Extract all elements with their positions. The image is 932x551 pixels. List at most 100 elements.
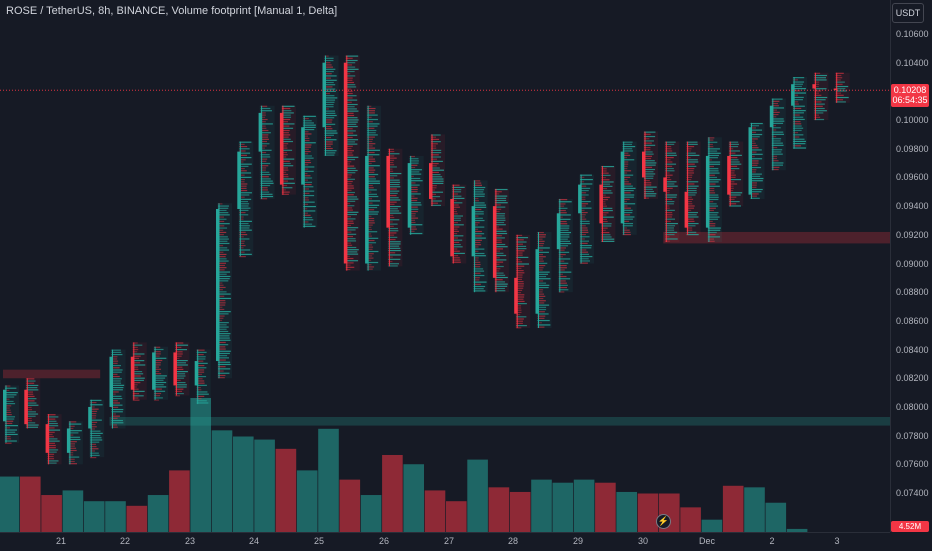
footprint-row bbox=[388, 214, 394, 216]
footprint-row bbox=[68, 463, 77, 465]
footprint-row bbox=[345, 200, 356, 202]
footprint-row bbox=[580, 236, 590, 238]
footprint-row bbox=[260, 121, 266, 123]
footprint-row bbox=[68, 445, 75, 447]
footprint-row bbox=[516, 234, 523, 237]
footprint-row bbox=[516, 285, 524, 287]
footprint-row bbox=[132, 359, 145, 362]
footprint-row bbox=[729, 192, 743, 194]
footprint-row bbox=[729, 196, 737, 198]
footprint-row bbox=[644, 164, 656, 166]
footprint-row bbox=[324, 139, 337, 141]
footprint-row bbox=[367, 193, 377, 195]
footprint-row bbox=[47, 444, 56, 447]
footprint-row bbox=[537, 284, 550, 286]
footprint-row bbox=[452, 204, 459, 206]
footprint-row bbox=[196, 364, 205, 367]
chart-area[interactable] bbox=[0, 0, 890, 532]
footprint-row bbox=[707, 198, 719, 201]
candle-body bbox=[88, 406, 92, 429]
footprint-row bbox=[537, 300, 546, 302]
footprint-row bbox=[707, 172, 720, 174]
footprint-row bbox=[622, 156, 628, 159]
footprint-row bbox=[431, 163, 439, 165]
candle-body bbox=[386, 155, 390, 228]
footprint-row bbox=[303, 179, 308, 181]
footprint-row bbox=[111, 389, 123, 391]
footprint-row bbox=[665, 227, 675, 229]
footprint-row bbox=[281, 171, 287, 173]
footprint-row bbox=[367, 202, 373, 204]
footprint-row bbox=[345, 163, 350, 165]
footprint-row bbox=[793, 136, 800, 138]
volume-badge: 4.52M bbox=[891, 521, 929, 532]
footprint-row bbox=[5, 389, 10, 392]
footprint-row bbox=[281, 136, 289, 138]
footprint-row bbox=[345, 73, 351, 75]
footprint-row bbox=[707, 229, 721, 231]
footprint-row bbox=[686, 178, 692, 181]
volume-bar bbox=[595, 482, 616, 532]
footprint-row bbox=[771, 144, 784, 146]
footprint-row bbox=[175, 368, 184, 370]
footprint-row bbox=[644, 140, 654, 142]
footprint-row bbox=[580, 244, 592, 247]
volume-bar bbox=[20, 476, 41, 532]
footprint-row bbox=[47, 455, 54, 458]
footprint-row bbox=[345, 253, 359, 255]
footprint-row bbox=[537, 234, 546, 236]
footprint-row bbox=[345, 103, 358, 106]
footprint-row bbox=[558, 278, 571, 280]
footprint-row bbox=[175, 366, 183, 368]
footprint-row bbox=[494, 246, 508, 248]
footprint-row bbox=[473, 263, 481, 266]
footprint-row bbox=[260, 125, 266, 127]
footprint-row bbox=[793, 112, 804, 114]
footprint-row bbox=[686, 148, 692, 150]
footprint-row bbox=[367, 264, 372, 266]
footprint-row bbox=[601, 234, 611, 236]
footprint-row bbox=[324, 59, 334, 62]
footprint-row bbox=[409, 224, 423, 226]
footprint-row bbox=[494, 250, 501, 252]
footprint-row bbox=[367, 165, 380, 167]
footprint-row bbox=[516, 289, 523, 292]
footprint-row bbox=[793, 123, 802, 125]
footprint-row bbox=[835, 85, 849, 88]
footprint-row bbox=[622, 200, 627, 203]
footprint-row bbox=[431, 202, 438, 204]
footprint-row bbox=[367, 145, 373, 147]
footprint-row bbox=[303, 194, 315, 197]
footprint-row bbox=[239, 148, 250, 150]
time-tick-label: 26 bbox=[378, 536, 390, 546]
footprint-row bbox=[367, 110, 376, 112]
footprint-row bbox=[644, 175, 654, 177]
footprint-row bbox=[47, 451, 57, 453]
footprint-candle bbox=[727, 141, 744, 207]
footprint-row bbox=[814, 74, 827, 77]
footprint-row bbox=[601, 179, 610, 181]
time-axis[interactable] bbox=[0, 532, 890, 551]
currency-button[interactable]: USDT bbox=[892, 3, 924, 23]
footprint-row bbox=[388, 188, 397, 190]
footprint-row bbox=[580, 216, 585, 218]
footprint-row bbox=[707, 231, 717, 234]
footprint-row bbox=[516, 276, 523, 278]
footprint-row bbox=[516, 241, 527, 243]
footprint-row bbox=[622, 229, 630, 231]
footprint-row bbox=[367, 215, 372, 217]
footprint-row bbox=[345, 167, 356, 169]
footprint-row bbox=[111, 353, 123, 356]
footprint-row bbox=[281, 127, 294, 129]
last-price-value: 0.10208 bbox=[893, 85, 927, 95]
footprint-row bbox=[707, 201, 714, 203]
footprint-row bbox=[5, 427, 11, 429]
footprint-row bbox=[132, 397, 139, 399]
footprint-row bbox=[431, 200, 442, 202]
footprint-row bbox=[452, 224, 464, 226]
lightning-icon[interactable]: ⚡ bbox=[656, 514, 671, 529]
footprint-row bbox=[345, 238, 356, 240]
price-chart[interactable] bbox=[0, 0, 890, 532]
footprint-row bbox=[260, 143, 270, 145]
volume-bar bbox=[509, 491, 531, 532]
